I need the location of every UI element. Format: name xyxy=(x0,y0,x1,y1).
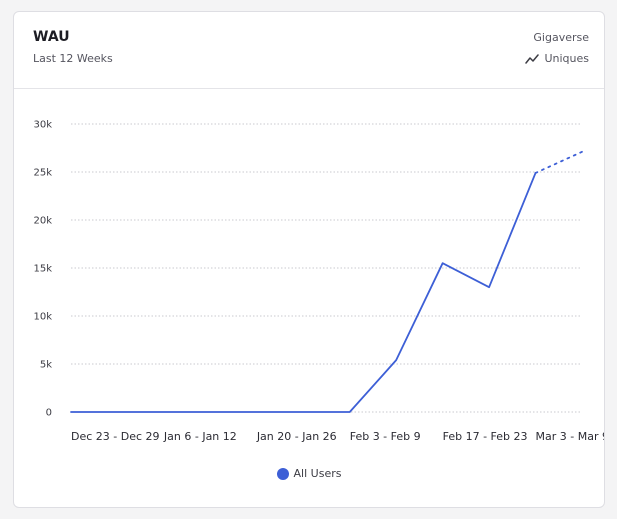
y-tick-label: 10k xyxy=(33,312,52,323)
y-axis-ticks: 0 5k 10k 15k 20k 25k 30k xyxy=(33,120,52,419)
y-tick-label: 5k xyxy=(40,360,52,371)
y-tick-label: 20k xyxy=(33,216,52,227)
x-tick-label: Dec 23 - Dec 29 xyxy=(71,430,160,443)
wau-line-chart: 0 5k 10k 15k 20k 25k 30k Dec 23 - Dec 29 Jan 6 … xyxy=(33,120,605,444)
x-tick-label: Feb 3 - Feb 9 xyxy=(350,430,421,443)
series-all-users xyxy=(70,150,583,413)
x-tick-label: Jan 20 - Jan 26 xyxy=(256,430,337,443)
chart-legend[interactable]: All Users xyxy=(14,467,604,480)
legend-label-all-users: All Users xyxy=(293,467,342,480)
card-title[interactable]: WAU xyxy=(33,29,70,45)
card-header: WAU Last 12 Weeks Gigaverse Uniques xyxy=(14,12,604,89)
y-tick-label: 15k xyxy=(33,264,52,275)
y-tick-label: 0 xyxy=(46,408,52,419)
x-tick-label: Mar 3 - Mar 9 xyxy=(536,430,605,443)
grid-lines xyxy=(71,123,582,413)
x-axis-ticks: Dec 23 - Dec 29 Jan 6 - Jan 12 Jan 20 - Ja… xyxy=(71,430,605,443)
wau-card: WAU Last 12 Weeks Gigaverse Uniques 0 5k 1… xyxy=(13,11,605,508)
y-tick-label: 25k xyxy=(33,168,52,179)
series-line-all-users[interactable] xyxy=(70,172,537,413)
metric-label: Uniques xyxy=(544,52,589,65)
y-tick-label: 30k xyxy=(33,120,52,131)
date-range-label: Last 12 Weeks xyxy=(33,52,113,65)
x-tick-label: Feb 17 - Feb 23 xyxy=(443,430,528,443)
series-line-partial-all-users[interactable] xyxy=(534,150,583,174)
project-name: Gigaverse xyxy=(533,31,589,44)
trend-line-icon xyxy=(525,53,540,64)
x-tick-label: Jan 6 - Jan 12 xyxy=(163,430,237,443)
metric-selector[interactable]: Uniques xyxy=(525,52,589,65)
legend-swatch-all-users xyxy=(276,467,289,480)
